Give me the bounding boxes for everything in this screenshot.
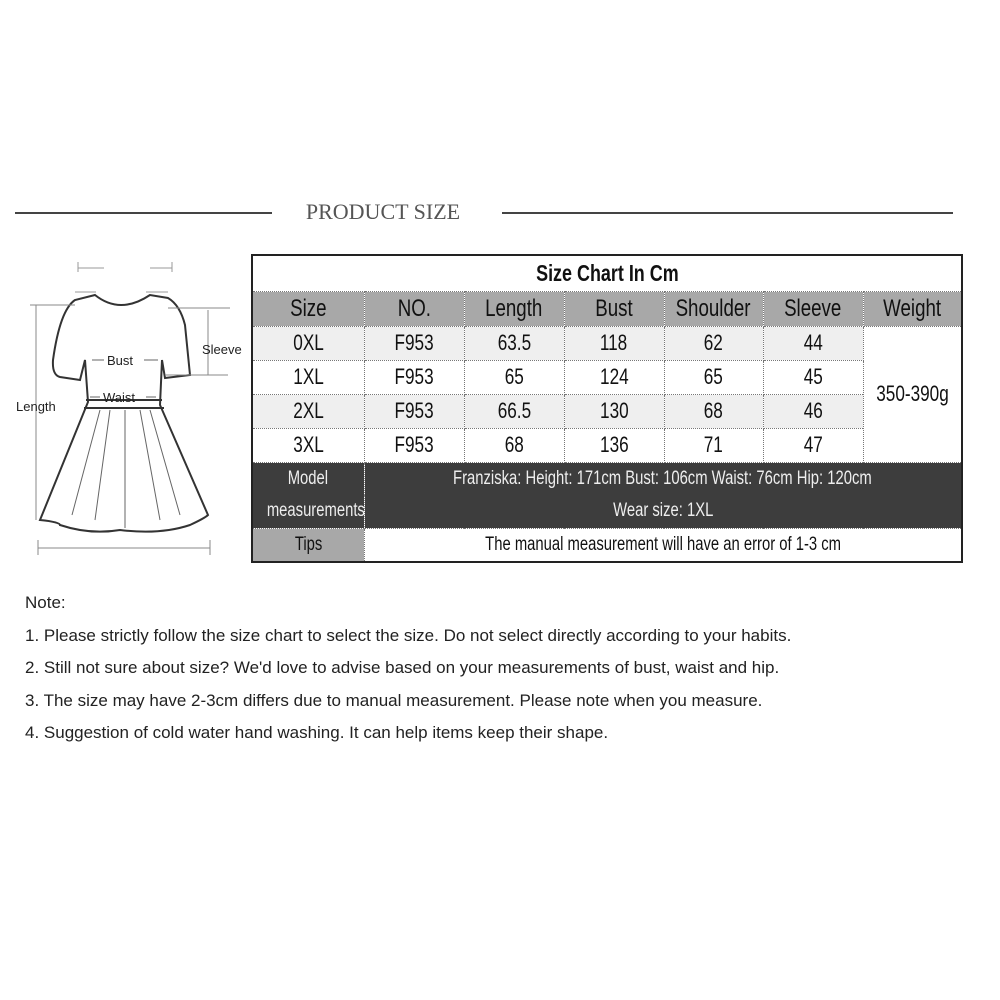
section-heading: PRODUCT SIZE xyxy=(305,199,461,224)
note-item: 2. Still not sure about size? We'd love … xyxy=(25,658,780,677)
tips-label: Tips xyxy=(251,527,365,563)
cell: 124 xyxy=(563,359,665,395)
cell: 44 xyxy=(762,325,864,361)
cell: 66.5 xyxy=(463,393,565,429)
cell: 0XL xyxy=(251,325,365,361)
table-row: 3XL F953 68 136 71 47 xyxy=(251,427,962,463)
header-sleeve: Sleeve xyxy=(762,290,864,327)
cell: 71 xyxy=(663,427,764,463)
tips-text: The manual measurement will have an erro… xyxy=(363,527,963,563)
notes-title: Note: xyxy=(25,593,66,612)
cell: 68 xyxy=(463,427,565,463)
length-label: Length xyxy=(16,399,56,414)
divider-left xyxy=(15,212,272,214)
note-item: 3. The size may have 2-3cm differs due t… xyxy=(25,690,763,710)
cell: 2XL xyxy=(251,393,365,429)
note-item: 4. Suggestion of cold water hand washing… xyxy=(25,723,609,742)
notes: Note: 1. Please strictly follow the size… xyxy=(25,592,791,755)
cell: 3XL xyxy=(251,427,365,463)
sleeve-label: Sleeve xyxy=(202,342,242,357)
header-weight: Weight xyxy=(862,290,963,327)
cell: F953 xyxy=(363,427,465,463)
header-row: Size NO. Length Bust Shoulder Sleeve Wei… xyxy=(251,290,963,327)
header-no: NO. xyxy=(363,290,465,327)
header-length: Length xyxy=(463,290,565,327)
cell: 65 xyxy=(463,359,565,395)
cell: 63.5 xyxy=(463,325,565,361)
size-chart-table: Size Chart In Cm Size NO. Length Bust Sh… xyxy=(251,254,964,563)
table-row: 0XL F953 63.5 118 62 44 350-390g xyxy=(251,325,963,463)
cell: 45 xyxy=(762,359,864,395)
cell: 118 xyxy=(563,325,665,361)
cell: 47 xyxy=(762,427,864,463)
cell: 130 xyxy=(563,393,665,429)
dress-diagram: Bust Waist Sleeve Length xyxy=(16,262,242,555)
cell: F953 xyxy=(363,359,465,395)
divider-right xyxy=(502,212,953,214)
model-row-2: measurements Wear size: 1XL xyxy=(252,495,963,528)
bust-label: Bust xyxy=(107,353,133,368)
header-bust: Bust xyxy=(563,290,665,327)
header-size: Size xyxy=(251,290,365,327)
cell: 1XL xyxy=(251,359,365,395)
model-wear-size: Wear size: 1XL xyxy=(364,495,963,528)
cell: 46 xyxy=(762,393,864,429)
model-label-2: measurements xyxy=(252,495,365,528)
cell: F953 xyxy=(363,393,465,429)
waist-label: Waist xyxy=(103,390,135,405)
cell: 136 xyxy=(563,427,665,463)
table-row: 1XL F953 65 124 65 45 xyxy=(251,359,962,395)
model-measurements: Franziska: Height: 171cm Bust: 106cm Wai… xyxy=(364,462,963,495)
tips-row: Tips The manual measurement will have an… xyxy=(251,527,963,563)
cell: 62 xyxy=(663,325,764,361)
note-item: 1. Please strictly follow the size chart… xyxy=(25,625,792,645)
cell: F953 xyxy=(363,325,465,361)
weight-cell: 350-390g xyxy=(862,325,963,463)
model-label: Model xyxy=(252,462,365,495)
table-title: Size Chart In Cm xyxy=(535,259,679,286)
cell: 65 xyxy=(663,359,764,395)
header-shoulder: Shoulder xyxy=(663,290,764,327)
cell: 68 xyxy=(663,393,764,429)
model-row: Model Franziska: Height: 171cm Bust: 106… xyxy=(252,462,963,495)
table-row: 2XL F953 66.5 130 68 46 xyxy=(251,393,962,429)
